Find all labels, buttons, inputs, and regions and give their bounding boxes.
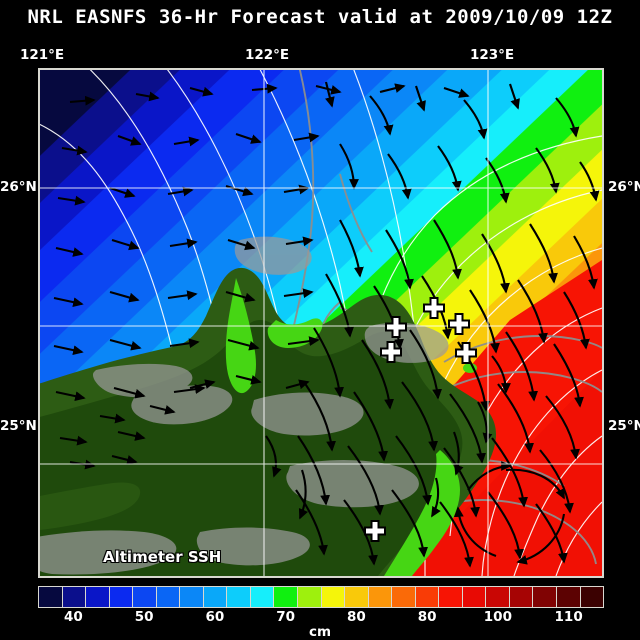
- colorbar-swatch-8: [227, 587, 251, 607]
- colorbar-swatch-14: [368, 587, 393, 607]
- colorbar-swatch-4: [133, 587, 157, 607]
- colorbar-tick-70-3: 70: [276, 609, 296, 625]
- colorbar-swatch-20: [509, 587, 534, 607]
- colorbar-tick-40-0: 40: [63, 609, 83, 625]
- current-velocity-vectors: [53, 81, 600, 568]
- colorbar-tick-50-1: 50: [134, 609, 154, 625]
- lat-label-26n-left: 26°N: [0, 179, 37, 195]
- altimeter-ssh-label: Altimeter SSH: [103, 548, 222, 566]
- lat-label-26n-right: 26°N: [608, 179, 640, 195]
- page-title: NRL EASNFS 36-Hr Forecast valid at 2009/…: [27, 6, 613, 28]
- colorbar-tick-100-6: 100: [483, 609, 512, 625]
- graticule: [40, 70, 602, 576]
- lat-label-25n-right: 25°N: [608, 418, 640, 434]
- colorbar-swatch-16: [415, 587, 440, 607]
- colorbar-swatch-19: [486, 587, 510, 607]
- lon-label-122e: 122°E: [245, 47, 290, 63]
- colorbar-swatch-12: [321, 587, 346, 607]
- colorbar-tick-80-5: 80: [417, 609, 437, 625]
- altimeter-track-markers: [364, 297, 477, 542]
- colorbar-swatch-15: [392, 587, 416, 607]
- colorbar-swatch-3: [109, 587, 134, 607]
- colorbar-unit-label: cm: [308, 624, 332, 640]
- lat-label-25n-left: 25°N: [0, 418, 37, 434]
- ssh-field: [40, 70, 602, 576]
- colorbar-swatch-18: [462, 587, 487, 607]
- colorbar[interactable]: [38, 586, 604, 608]
- colorbar-tick-60-2: 60: [205, 609, 225, 625]
- map-plot-area[interactable]: Altimeter SSH 20 cm/s: [38, 68, 604, 578]
- colorbar-swatch-1: [62, 587, 87, 607]
- colorbar-swatch-22: [557, 587, 581, 607]
- colorbar-tick-110-7: 110: [554, 609, 583, 625]
- colorbar-swatch-17: [439, 587, 463, 607]
- colorbar-swatch-5: [156, 587, 181, 607]
- colorbar-swatch-11: [298, 587, 322, 607]
- colorbar-swatch-23: [580, 587, 604, 607]
- colorbar-tick-80-4: 80: [346, 609, 366, 625]
- colorbar-swatch-13: [345, 587, 369, 607]
- colorbar-swatch-21: [533, 587, 558, 607]
- colorbar-swatch-6: [180, 587, 204, 607]
- colorbar-swatch-2: [86, 587, 110, 607]
- lon-label-123e: 123°E: [470, 47, 515, 63]
- lon-label-121e: 121°E: [20, 47, 65, 63]
- colorbar-swatch-0: [39, 587, 63, 607]
- colorbar-swatch-10: [274, 587, 299, 607]
- colorbar-tick-labels: 40 50 60 70 80 80 100 110: [38, 609, 604, 625]
- colorbar-swatch-7: [203, 587, 228, 607]
- colorbar-swatch-9: [250, 587, 275, 607]
